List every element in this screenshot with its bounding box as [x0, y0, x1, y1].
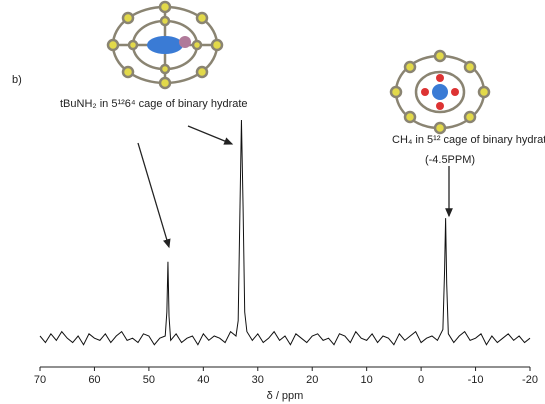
- cage-small: [391, 51, 489, 133]
- x-axis-label: δ / ppm: [267, 390, 304, 402]
- chart: 70 60 50 40 30 20 10 0 -10 -20 δ / ppm b) tBuNH₂ in …: [0, 0, 545, 404]
- x-tick-label: 10: [361, 374, 373, 386]
- cage-large: [108, 2, 222, 88]
- annotation: CH₄ in 5¹² cage of binary hydrate: [392, 134, 545, 146]
- x-tick-label: 50: [143, 374, 155, 386]
- x-tick-label: 30: [252, 374, 264, 386]
- x-tick-label: -20: [522, 374, 538, 386]
- x-tick-label: 0: [418, 374, 424, 386]
- annotation: b): [12, 74, 22, 86]
- x-tick-label: 70: [34, 374, 46, 386]
- annotation: tBuNH₂ in 5¹²6⁴ cage of binary hydrate: [60, 98, 248, 110]
- annotation: (-4.5PPM): [425, 154, 475, 166]
- page: 70 60 50 40 30 20 10 0 -10 -20 δ / ppm b) tBuNH₂ in …: [0, 0, 545, 404]
- x-tick-label: 20: [306, 374, 318, 386]
- x-tick-label: -10: [468, 374, 484, 386]
- x-tick-label: 60: [88, 374, 100, 386]
- x-tick-label: 40: [197, 374, 209, 386]
